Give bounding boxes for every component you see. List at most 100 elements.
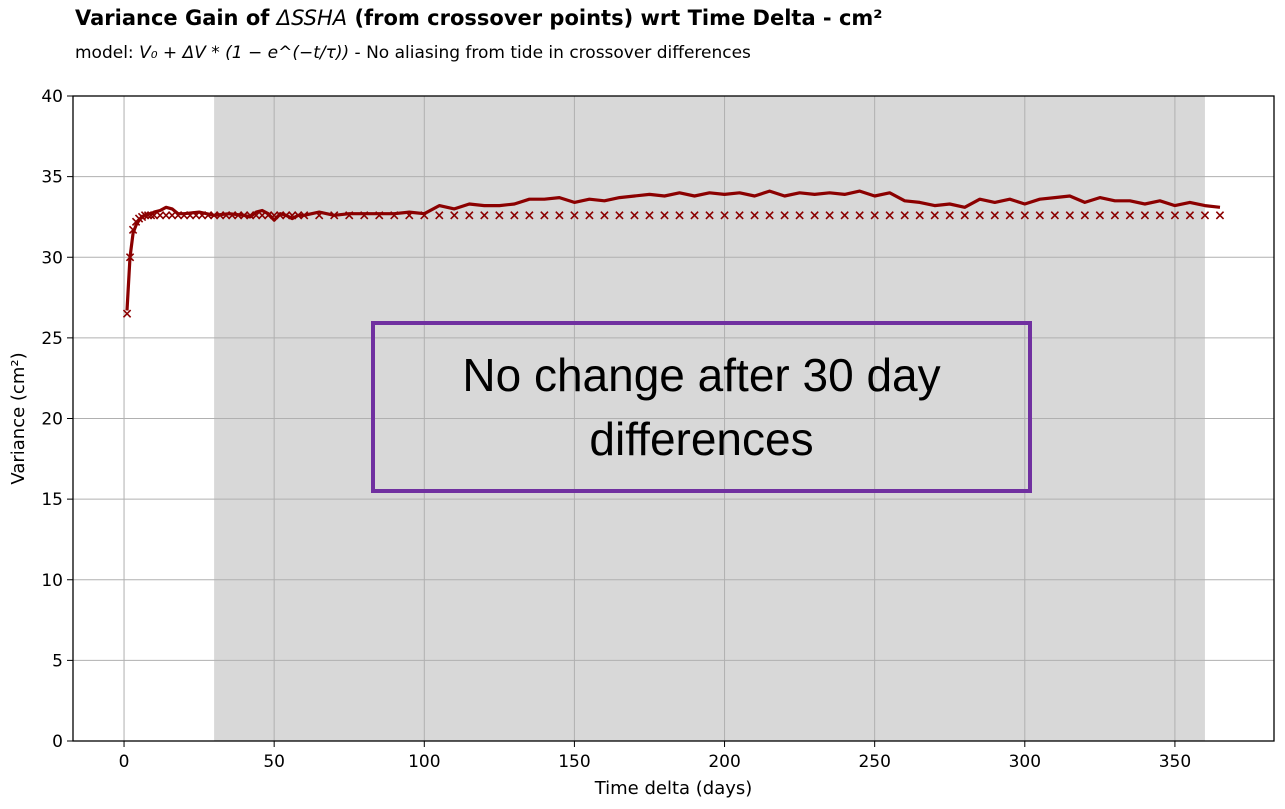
marker-point	[245, 211, 255, 220]
marker-point	[735, 211, 744, 220]
marker-point	[1125, 211, 1135, 220]
marker-point	[315, 211, 324, 220]
marker-point	[660, 211, 669, 220]
marker-point	[690, 211, 699, 220]
marker-point	[525, 211, 534, 220]
chart-title-symbol: ΔSSHA	[276, 6, 348, 30]
marker-point	[1140, 211, 1150, 220]
marker-point	[1110, 211, 1120, 220]
marker-point	[720, 211, 729, 220]
subtitle-model-prefix: model:	[75, 43, 140, 63]
marker-point	[870, 211, 879, 220]
marker-point	[161, 211, 171, 220]
marker-point	[585, 211, 594, 220]
x-tick-label: 250	[858, 752, 890, 772]
marker-point	[420, 211, 429, 220]
marker-point	[149, 211, 159, 220]
marker-point	[960, 211, 969, 220]
marker-point	[1155, 211, 1165, 220]
series-layer	[122, 189, 1225, 318]
marker-point	[227, 211, 237, 220]
marker-point	[1050, 211, 1059, 220]
marker-point	[1005, 211, 1014, 220]
marker-point	[855, 211, 864, 220]
observed-line	[125, 189, 1221, 311]
x-axis-label: Time delta (days)	[594, 778, 753, 799]
marker-point	[360, 211, 369, 220]
x-tick-label: 150	[558, 752, 590, 772]
x-tick-label: 200	[708, 752, 740, 772]
marker-point	[345, 211, 354, 220]
chart-subtitle: model: V₀ + ΔV * (1 − e^(−t/τ)) - No ali…	[75, 43, 751, 63]
marker-point	[600, 211, 609, 220]
marker-point	[555, 211, 564, 220]
marker-point	[1095, 211, 1105, 220]
marker-point	[1065, 211, 1074, 220]
marker-point	[915, 211, 924, 220]
marker-point	[270, 211, 279, 220]
marker-point	[1170, 211, 1180, 220]
y-tick-label: 35	[41, 168, 63, 188]
chart-title-prefix: Variance Gain of	[75, 6, 277, 30]
y-tick-label: 30	[41, 248, 63, 268]
marker-point	[167, 211, 177, 220]
marker-point	[885, 211, 894, 220]
marker-point	[990, 211, 999, 220]
chart-title-suffix: (from crossover points) wrt Time Delta -…	[347, 6, 883, 30]
marker-point	[300, 211, 309, 220]
marker-point	[570, 211, 579, 220]
x-tick-label: 100	[408, 752, 440, 772]
marker-point	[375, 211, 384, 220]
marker-point	[173, 211, 183, 220]
marker-point	[405, 211, 414, 220]
marker-point	[288, 211, 297, 220]
marker-point	[930, 211, 939, 220]
marker-point	[465, 211, 474, 220]
marker-point	[251, 211, 261, 220]
marker-point	[1035, 211, 1044, 220]
marker-point	[146, 211, 156, 220]
chart-title: Variance Gain of ΔSSHA (from crossover p…	[75, 6, 883, 30]
marker-point	[122, 309, 132, 318]
x-tick-label: 50	[263, 752, 285, 772]
marker-point	[480, 211, 489, 220]
marker-point	[615, 211, 624, 220]
x-tick-label: 350	[1159, 752, 1191, 772]
marker-point	[1215, 211, 1225, 220]
marker-point	[825, 211, 834, 220]
marker-point	[276, 211, 285, 220]
marker-point	[810, 211, 819, 220]
marker-point	[705, 211, 714, 220]
marker-point	[294, 211, 303, 220]
marker-point	[209, 211, 219, 220]
y-tick-label: 20	[41, 410, 63, 430]
marker-point	[645, 211, 654, 220]
marker-point	[495, 211, 504, 220]
marker-point	[185, 211, 195, 220]
x-tick-label: 0	[119, 752, 130, 772]
y-tick-label: 15	[41, 490, 63, 510]
marker-point	[140, 211, 150, 220]
marker-point	[239, 211, 249, 220]
marker-point	[191, 211, 201, 220]
y-tick-label: 0	[52, 732, 63, 752]
tick-layer: 0 50 100 150 200 250 300 350 0 5 10 15 20 25 30 35 40	[41, 87, 1191, 772]
marker-point	[215, 211, 225, 220]
marker-point	[257, 211, 267, 220]
y-tick-label: 10	[41, 571, 63, 591]
marker-point	[221, 211, 231, 220]
marker-point	[750, 211, 759, 220]
marker-point	[203, 211, 213, 220]
marker-point	[675, 211, 684, 220]
marker-point	[765, 211, 774, 220]
marker-point	[263, 211, 273, 220]
marker-point	[390, 211, 399, 220]
marker-point	[233, 211, 243, 220]
model-markers	[122, 211, 1225, 318]
y-axis-label: Variance (cm²)	[8, 352, 29, 484]
marker-point	[330, 211, 339, 220]
marker-point	[795, 211, 804, 220]
marker-point	[900, 211, 909, 220]
y-tick-label: 25	[41, 329, 63, 349]
marker-point	[450, 211, 459, 220]
